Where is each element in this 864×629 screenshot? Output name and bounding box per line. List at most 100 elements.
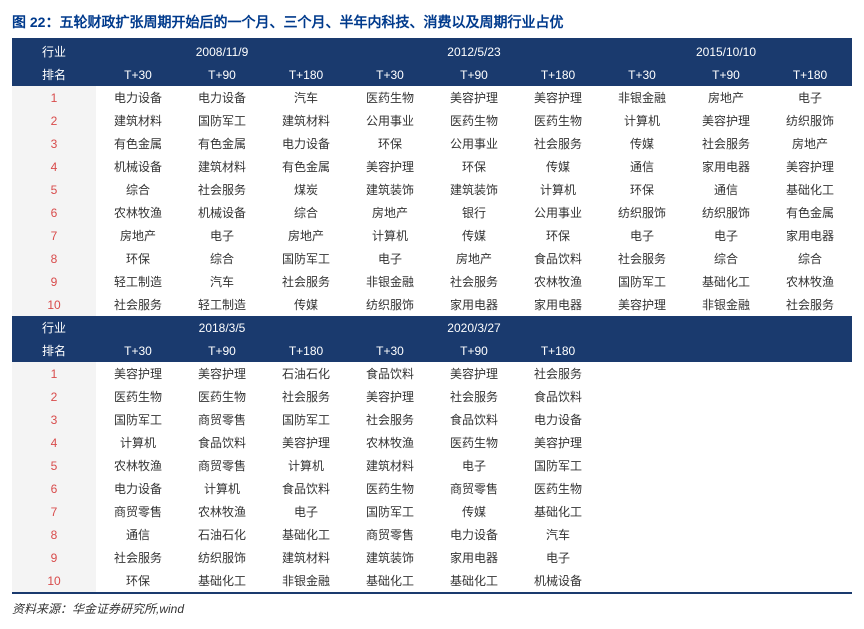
period-header: T+90	[432, 63, 516, 86]
data-cell	[600, 546, 684, 569]
data-cell: 纺织服饰	[768, 109, 852, 132]
rank-cell: 7	[12, 500, 96, 523]
source-label: 资料来源：	[12, 602, 72, 616]
data-cell: 传媒	[432, 500, 516, 523]
data-cell: 纺织服饰	[684, 201, 768, 224]
table-row: 7房地产电子房地产计算机传媒环保电子电子家用电器	[12, 224, 852, 247]
data-cell: 有色金属	[264, 155, 348, 178]
table-row: 2医药生物医药生物社会服务美容护理社会服务食品饮料	[12, 385, 852, 408]
period-header: T+30	[96, 63, 180, 86]
data-cell: 食品饮料	[432, 408, 516, 431]
table-row: 4机械设备建筑材料有色金属美容护理环保传媒通信家用电器美容护理	[12, 155, 852, 178]
data-cell: 基础化工	[432, 569, 516, 593]
data-cell	[684, 546, 768, 569]
data-cell	[684, 362, 768, 385]
rank-header-bottom: 排名	[12, 339, 96, 362]
data-cell: 有色金属	[180, 132, 264, 155]
data-cell: 非银金融	[600, 86, 684, 109]
figure-title: 图 22：五轮财政扩张周期开始后的一个月、三个月、半年内科技、消费以及周期行业占…	[12, 12, 852, 32]
data-cell: 家用电器	[516, 293, 600, 316]
data-cell: 家用电器	[684, 155, 768, 178]
data-cell: 农林牧渔	[96, 201, 180, 224]
data-cell	[768, 385, 852, 408]
data-cell: 电力设备	[180, 86, 264, 109]
data-cell: 计算机	[348, 224, 432, 247]
data-cell: 传媒	[516, 155, 600, 178]
data-cell: 非银金融	[264, 569, 348, 593]
rank-cell: 1	[12, 86, 96, 109]
data-cell: 国防军工	[600, 270, 684, 293]
table-row: 9轻工制造汽车社会服务非银金融社会服务农林牧渔国防军工基础化工农林牧渔	[12, 270, 852, 293]
data-cell: 纺织服饰	[180, 546, 264, 569]
data-cell	[600, 362, 684, 385]
data-cell: 电子	[600, 224, 684, 247]
data-cell: 商贸零售	[348, 523, 432, 546]
data-cell: 家用电器	[432, 546, 516, 569]
data-cell: 商贸零售	[180, 454, 264, 477]
data-cell: 公用事业	[516, 201, 600, 224]
data-cell: 电子	[180, 224, 264, 247]
data-cell: 汽车	[264, 86, 348, 109]
period-header: T+90	[180, 63, 264, 86]
data-cell: 计算机	[516, 178, 600, 201]
data-cell: 农林牧渔	[768, 270, 852, 293]
data-cell: 纺织服饰	[348, 293, 432, 316]
data-cell: 医药生物	[348, 86, 432, 109]
table-row: 1电力设备电力设备汽车医药生物美容护理美容护理非银金融房地产电子	[12, 86, 852, 109]
data-cell	[768, 431, 852, 454]
data-cell	[768, 477, 852, 500]
data-cell: 家用电器	[768, 224, 852, 247]
data-cell: 建筑装饰	[348, 178, 432, 201]
data-cell: 国防军工	[180, 109, 264, 132]
data-cell: 美容护理	[348, 155, 432, 178]
rank-cell: 5	[12, 178, 96, 201]
data-cell: 环保	[348, 132, 432, 155]
data-cell: 国防军工	[96, 408, 180, 431]
data-cell: 环保	[600, 178, 684, 201]
data-cell: 房地产	[96, 224, 180, 247]
data-cell: 电子	[516, 546, 600, 569]
data-cell: 建筑材料	[348, 454, 432, 477]
data-cell: 美容护理	[348, 385, 432, 408]
table-row: 2建筑材料国防军工建筑材料公用事业医药生物医药生物计算机美容护理纺织服饰	[12, 109, 852, 132]
data-cell	[684, 454, 768, 477]
data-cell: 基础化工	[684, 270, 768, 293]
data-cell: 电力设备	[516, 408, 600, 431]
data-cell: 商贸零售	[180, 408, 264, 431]
data-cell: 通信	[96, 523, 180, 546]
period-header: T+90	[432, 339, 516, 362]
data-cell	[684, 523, 768, 546]
data-cell: 基础化工	[768, 178, 852, 201]
rank-cell: 8	[12, 247, 96, 270]
data-cell: 家用电器	[432, 293, 516, 316]
data-cell: 机械设备	[516, 569, 600, 593]
data-cell: 环保	[432, 155, 516, 178]
title-text: 五轮财政扩张周期开始后的一个月、三个月、半年内科技、消费以及周期行业占优	[59, 14, 563, 30]
period-header: T+180	[264, 339, 348, 362]
data-cell: 社会服务	[264, 385, 348, 408]
data-cell	[600, 385, 684, 408]
rank-cell: 3	[12, 132, 96, 155]
data-cell: 银行	[432, 201, 516, 224]
date-header: 2018/3/5	[96, 316, 348, 339]
data-cell: 房地产	[264, 224, 348, 247]
data-cell: 社会服务	[768, 293, 852, 316]
period-header: T+180	[516, 63, 600, 86]
data-cell	[600, 477, 684, 500]
data-cell: 食品饮料	[516, 385, 600, 408]
data-cell: 建筑材料	[96, 109, 180, 132]
data-cell: 非银金融	[348, 270, 432, 293]
data-cell: 传媒	[600, 132, 684, 155]
data-cell: 美容护理	[180, 362, 264, 385]
data-cell	[768, 546, 852, 569]
data-cell	[600, 408, 684, 431]
rank-cell: 10	[12, 569, 96, 593]
rank-cell: 2	[12, 385, 96, 408]
period-header: T+30	[348, 63, 432, 86]
data-cell	[600, 454, 684, 477]
data-cell: 医药生物	[516, 477, 600, 500]
data-cell: 食品饮料	[348, 362, 432, 385]
data-cell: 农林牧渔	[180, 500, 264, 523]
data-cell: 社会服务	[96, 546, 180, 569]
data-cell: 美容护理	[516, 86, 600, 109]
